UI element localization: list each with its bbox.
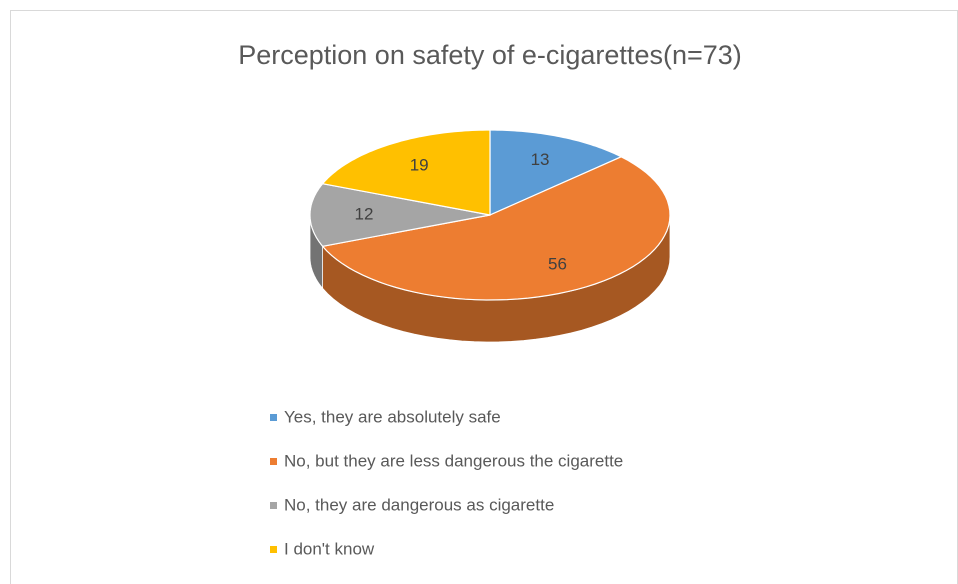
data-label: 13 <box>531 150 550 169</box>
pie-slice <box>309 183 491 290</box>
data-label: 19 <box>410 155 429 174</box>
slice-top <box>489 129 623 216</box>
chart-title: Perception on safety of e-cigarettes(n=7… <box>238 40 742 70</box>
slice-top <box>309 183 491 247</box>
legend-swatch <box>270 414 277 421</box>
data-label: 12 <box>355 204 374 223</box>
legend-label: Yes, they are absolutely safe <box>284 407 501 426</box>
legend-swatch <box>270 458 277 465</box>
data-label: 56 <box>548 255 567 274</box>
pie-slice <box>321 129 491 216</box>
legend-label: No, they are dangerous as cigarette <box>284 495 554 514</box>
legend-swatch <box>270 546 277 553</box>
pie-slice <box>321 156 671 343</box>
legend-label: No, but they are less dangerous the ciga… <box>284 451 623 470</box>
slice-top <box>321 129 491 216</box>
legend-swatch <box>270 502 277 509</box>
legend-label: I don't know <box>284 539 375 558</box>
slice-top <box>321 156 671 301</box>
pie-slice <box>489 129 623 216</box>
